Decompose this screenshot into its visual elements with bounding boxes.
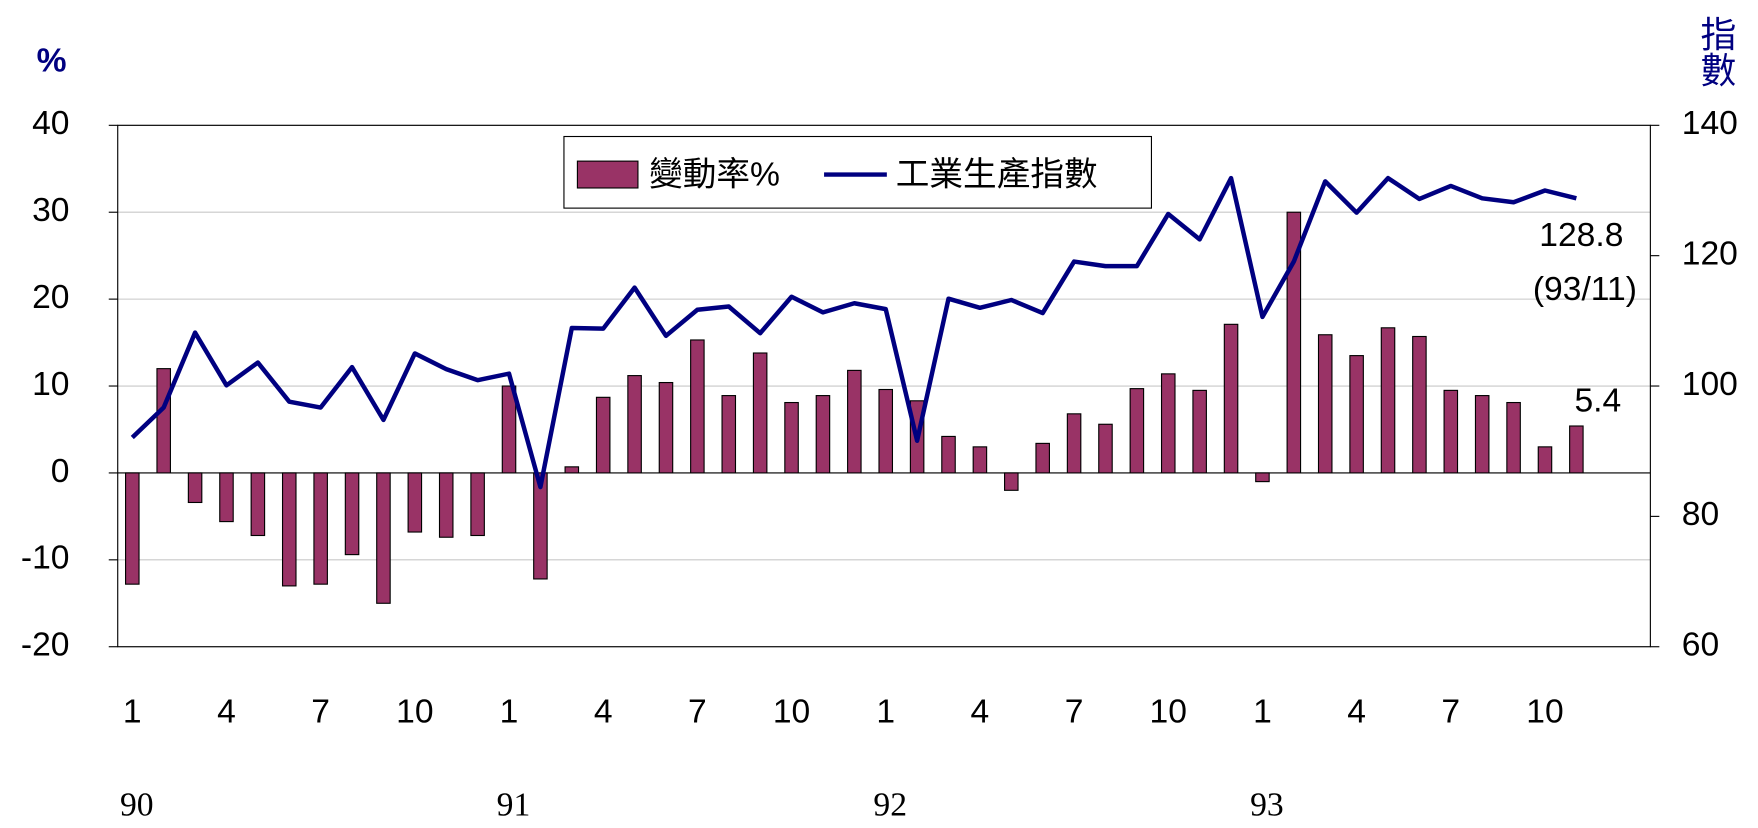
plot-frame — [117, 124, 1651, 648]
legend-label: 工業生產指數 — [896, 156, 1098, 194]
bar — [1035, 442, 1050, 474]
bar — [564, 466, 580, 474]
bar — [721, 395, 737, 474]
bar — [1223, 323, 1239, 474]
x-tick-label: 10 — [773, 694, 810, 731]
x-tick-label: 10 — [396, 694, 433, 731]
bar — [438, 472, 454, 538]
x-tick-label: 7 — [1065, 694, 1084, 731]
bar — [1349, 355, 1364, 474]
y2-axis-label: 指數 — [1695, 15, 1735, 87]
x-tick-label: 4 — [1347, 694, 1366, 731]
y2-tick-label: 120 — [1682, 236, 1738, 273]
x-tick-label: 4 — [971, 694, 990, 731]
bar — [1537, 446, 1553, 474]
bar — [690, 339, 705, 474]
x-tick-label: 10 — [1526, 694, 1563, 731]
bar — [1412, 335, 1427, 474]
y2-tick-label: 60 — [1682, 627, 1719, 664]
x-tick-label: 1 — [123, 694, 142, 731]
y-tick-label: 40 — [32, 105, 69, 142]
bar — [1286, 211, 1302, 474]
bar — [752, 352, 768, 474]
x-tick-label: 1 — [1253, 694, 1272, 731]
line — [130, 175, 1577, 490]
bar — [815, 395, 831, 474]
bar — [1066, 413, 1082, 474]
x-tick-label: 1 — [500, 694, 519, 731]
x-tick-label: 7 — [1441, 694, 1460, 731]
bar — [878, 388, 894, 474]
y-tick-label: -20 — [21, 627, 70, 664]
bar — [250, 472, 266, 537]
y-tick-label: 10 — [32, 366, 69, 403]
bar — [156, 368, 171, 474]
bar — [1506, 401, 1521, 474]
bar — [1443, 389, 1459, 474]
bar — [1380, 327, 1396, 474]
bar — [1192, 389, 1207, 474]
bar — [219, 472, 234, 523]
year-label: 92 — [873, 787, 907, 824]
bar — [501, 385, 517, 474]
bar — [376, 472, 391, 604]
bar — [1317, 334, 1333, 474]
bar — [407, 472, 423, 533]
y-axis-label: % — [37, 43, 67, 80]
bar — [470, 472, 485, 537]
bar — [313, 472, 328, 585]
bar — [941, 435, 956, 474]
y2-tick-label: 140 — [1682, 105, 1738, 142]
annotation: 5.4 — [1574, 383, 1621, 420]
bar — [533, 472, 548, 580]
year-label: 90 — [120, 787, 154, 824]
x-tick-label: 7 — [311, 694, 330, 731]
y2-tick-label: 80 — [1682, 496, 1719, 533]
annotation: (93/11) — [1533, 271, 1637, 308]
annotation: 128.8 — [1539, 217, 1623, 254]
bar — [187, 472, 203, 504]
year-label: 91 — [497, 787, 531, 824]
x-tick-label: 7 — [688, 694, 707, 731]
x-tick-label: 1 — [876, 694, 895, 731]
bar — [1569, 425, 1584, 474]
bar — [1474, 395, 1490, 474]
bar — [1129, 388, 1145, 474]
bar — [125, 472, 140, 585]
y-tick-label: 0 — [51, 453, 70, 490]
bar — [972, 446, 988, 474]
legend-swatch — [576, 160, 639, 189]
year-label: 93 — [1250, 787, 1284, 824]
bar — [627, 375, 642, 474]
bar — [658, 381, 674, 474]
bar — [1160, 373, 1176, 474]
y2-tick-label: 100 — [1682, 366, 1738, 403]
bar — [344, 472, 360, 556]
y-tick-label: 20 — [32, 279, 69, 316]
bar — [1255, 472, 1270, 483]
x-tick-label: 4 — [594, 694, 613, 731]
bar — [847, 369, 862, 474]
y-tick-label: -10 — [21, 540, 70, 577]
legend-label: 變動率% — [649, 156, 780, 194]
x-tick-label: 4 — [217, 694, 236, 731]
y-tick-label: 30 — [32, 192, 69, 229]
bar — [1004, 472, 1019, 491]
x-tick-label: 10 — [1150, 694, 1187, 731]
bar — [1098, 423, 1113, 474]
bar — [784, 401, 799, 474]
bar — [281, 472, 297, 587]
bar — [595, 396, 611, 474]
